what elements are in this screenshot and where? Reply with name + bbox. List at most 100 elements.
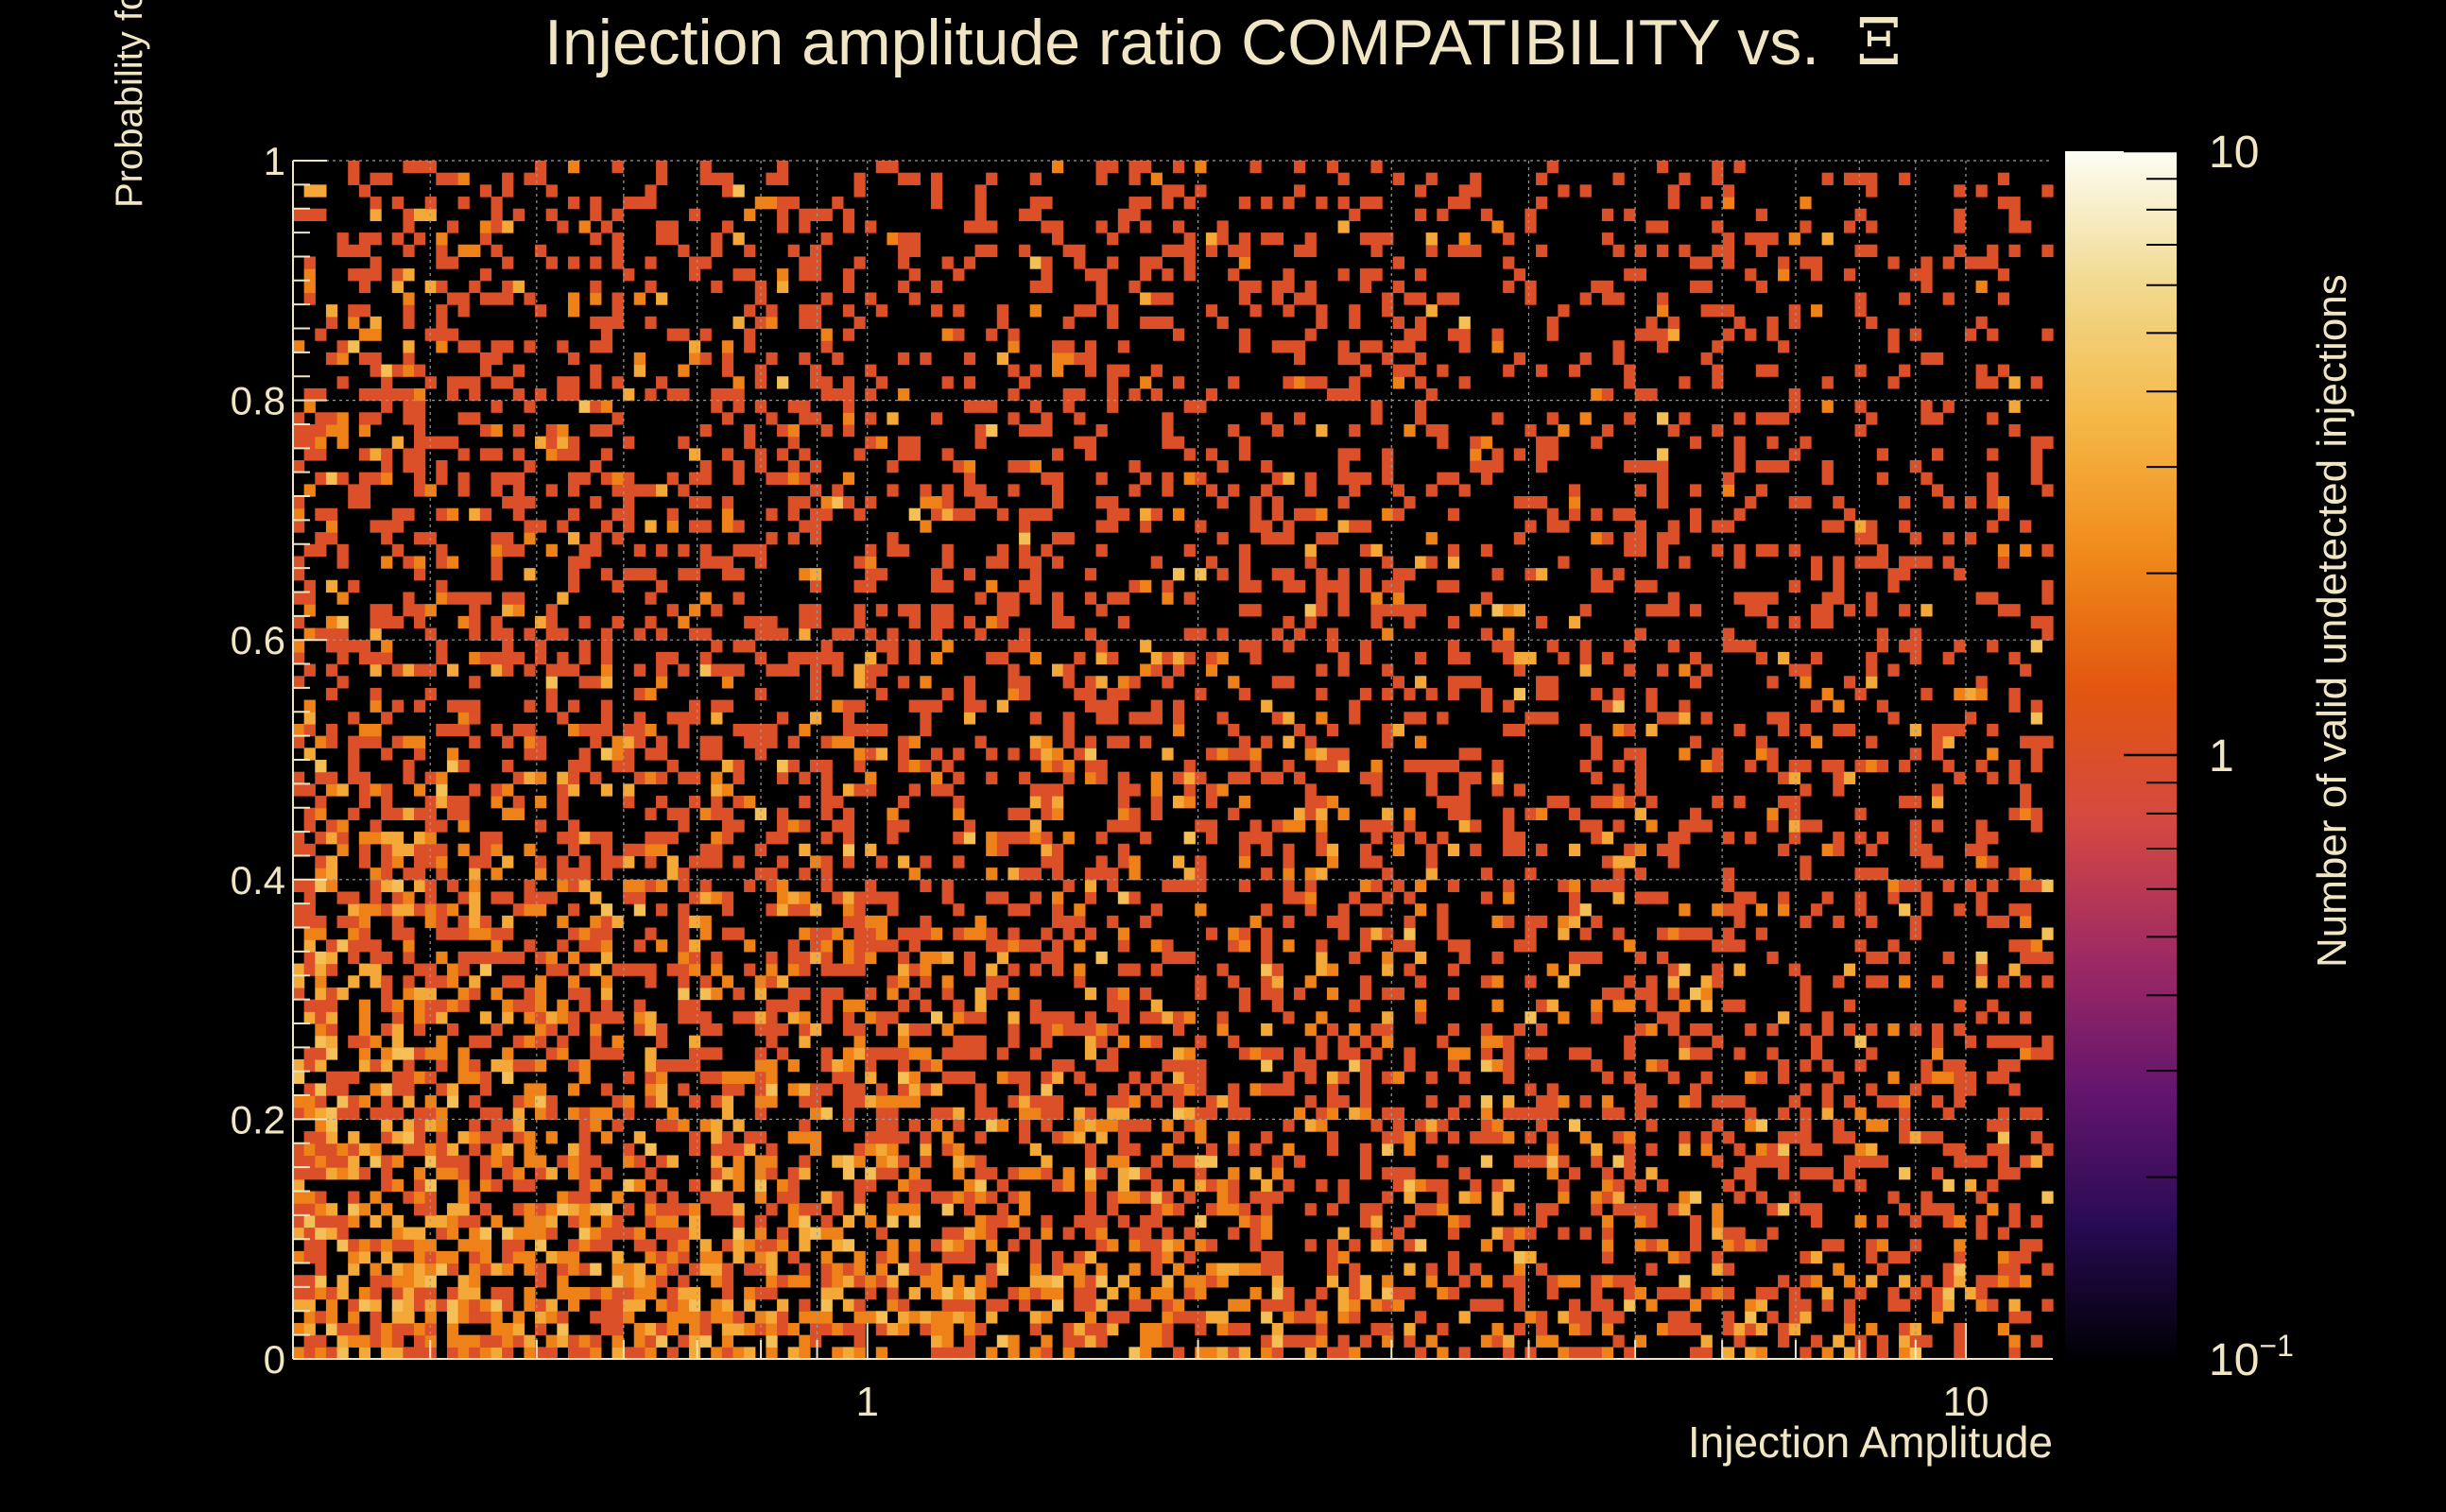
heatmap-cell [325,868,338,881]
heatmap-cell [1536,460,1548,473]
heatmap-cell [567,1011,580,1024]
heatmap-cell [1349,448,1361,461]
heatmap-cell [645,184,657,198]
heatmap-cell [391,1311,404,1324]
heatmap-cell [1074,1071,1086,1084]
heatmap-cell [1503,879,1515,893]
heatmap-cell [325,687,338,701]
heatmap-cell [699,556,712,569]
heatmap-cell [1349,1311,1361,1324]
heatmap-cell [898,927,910,940]
heatmap-cell [370,364,382,377]
heatmap-cell [479,1131,492,1144]
heatmap-cell [963,1311,976,1324]
heatmap-cell [358,771,371,784]
heatmap-cell [1150,699,1163,713]
heatmap-cell [1491,1059,1504,1073]
heatmap-cell [986,556,998,569]
heatmap-cell [732,1347,745,1360]
heatmap-cell [403,352,415,366]
heatmap-cell [1008,676,1020,689]
heatmap-cell [1689,927,1702,940]
heatmap-cell [403,448,415,461]
heatmap-cell [1205,232,1218,246]
heatmap-cell [1470,244,1482,258]
heatmap-cell [1150,1191,1163,1204]
heatmap-cell [545,699,558,713]
chart-title-text: Injection amplitude ratio COMPATIBILITY … [544,7,1819,78]
heatmap-cell [1117,1178,1130,1193]
heatmap-cell [336,819,349,833]
heatmap-cell [1051,532,1064,545]
heatmap-cell [875,1119,888,1132]
heatmap-cell [336,1155,349,1168]
heatmap-cell [303,184,316,198]
heatmap-cell [446,256,459,269]
heatmap-cell [293,1322,305,1336]
heatmap-cell [1415,376,1427,389]
heatmap-cell [1612,340,1625,353]
heatmap-cell [348,975,360,988]
heatmap-cell [1601,1322,1614,1336]
heatmap-cell [535,903,547,917]
heatmap-cell [963,460,976,473]
heatmap-cell [578,220,591,233]
heatmap-cell [612,855,624,868]
heatmap-cell [590,1334,602,1348]
heatmap-cell [809,1143,822,1157]
heatmap-cell [908,1250,921,1264]
heatmap-cell [930,927,943,940]
heatmap-cell [1645,387,1658,402]
heatmap-cell [721,1095,734,1108]
heatmap-cell [1140,197,1152,210]
heatmap-cell [744,1143,756,1157]
heatmap-cell [1283,1178,1295,1193]
heatmap-cell [1415,604,1427,617]
heatmap-cell [1283,868,1295,881]
heatmap-cell [457,340,470,353]
heatmap-cell [688,1334,701,1348]
heatmap-cell [1008,328,1020,341]
heatmap-cell [721,1203,734,1216]
heatmap-cell [1183,197,1196,210]
heatmap-cell [865,747,877,761]
heatmap-cell [820,1298,833,1312]
heatmap-cell [920,963,932,976]
heatmap-cell [1392,987,1404,1001]
heatmap-cell [766,879,778,893]
heatmap-cell [1612,1334,1625,1348]
heatmap-cell [1271,1298,1283,1312]
heatmap-cell [1029,1011,1042,1024]
heatmap-cell [1854,832,1867,845]
heatmap-cell [963,1227,976,1240]
heatmap-cell [1349,376,1361,389]
heatmap-cell [941,975,954,988]
heatmap-cell [1041,1275,1053,1288]
heatmap-cell [1128,1071,1141,1084]
heatmap-cell [1491,1035,1504,1048]
heatmap-cell [1283,280,1295,294]
heatmap-cell [1657,1239,1669,1252]
heatmap-cell [293,568,305,581]
heatmap-cell [744,1347,756,1360]
heatmap-cell [820,1191,833,1204]
heatmap-cell [1238,340,1251,353]
heatmap-cell [303,1334,316,1348]
heatmap-cell [1667,1011,1679,1024]
heatmap-cell [1536,1155,1548,1168]
heatmap-cell [1051,747,1064,761]
heatmap-cell [1843,963,1856,976]
heatmap-cell [974,436,987,449]
heatmap-cell [325,1155,338,1168]
heatmap-cell [370,316,382,330]
heatmap-cell [887,1275,899,1288]
heatmap-cell [711,1191,723,1204]
heatmap-cell [908,292,921,305]
heatmap-cell [303,663,316,677]
heatmap-cell [887,819,899,833]
heatmap-cell [1601,1178,1614,1193]
heatmap-cell [1470,771,1482,784]
heatmap-cell [1755,735,1768,748]
heatmap-cell [832,819,844,833]
heatmap-cell [391,364,404,377]
